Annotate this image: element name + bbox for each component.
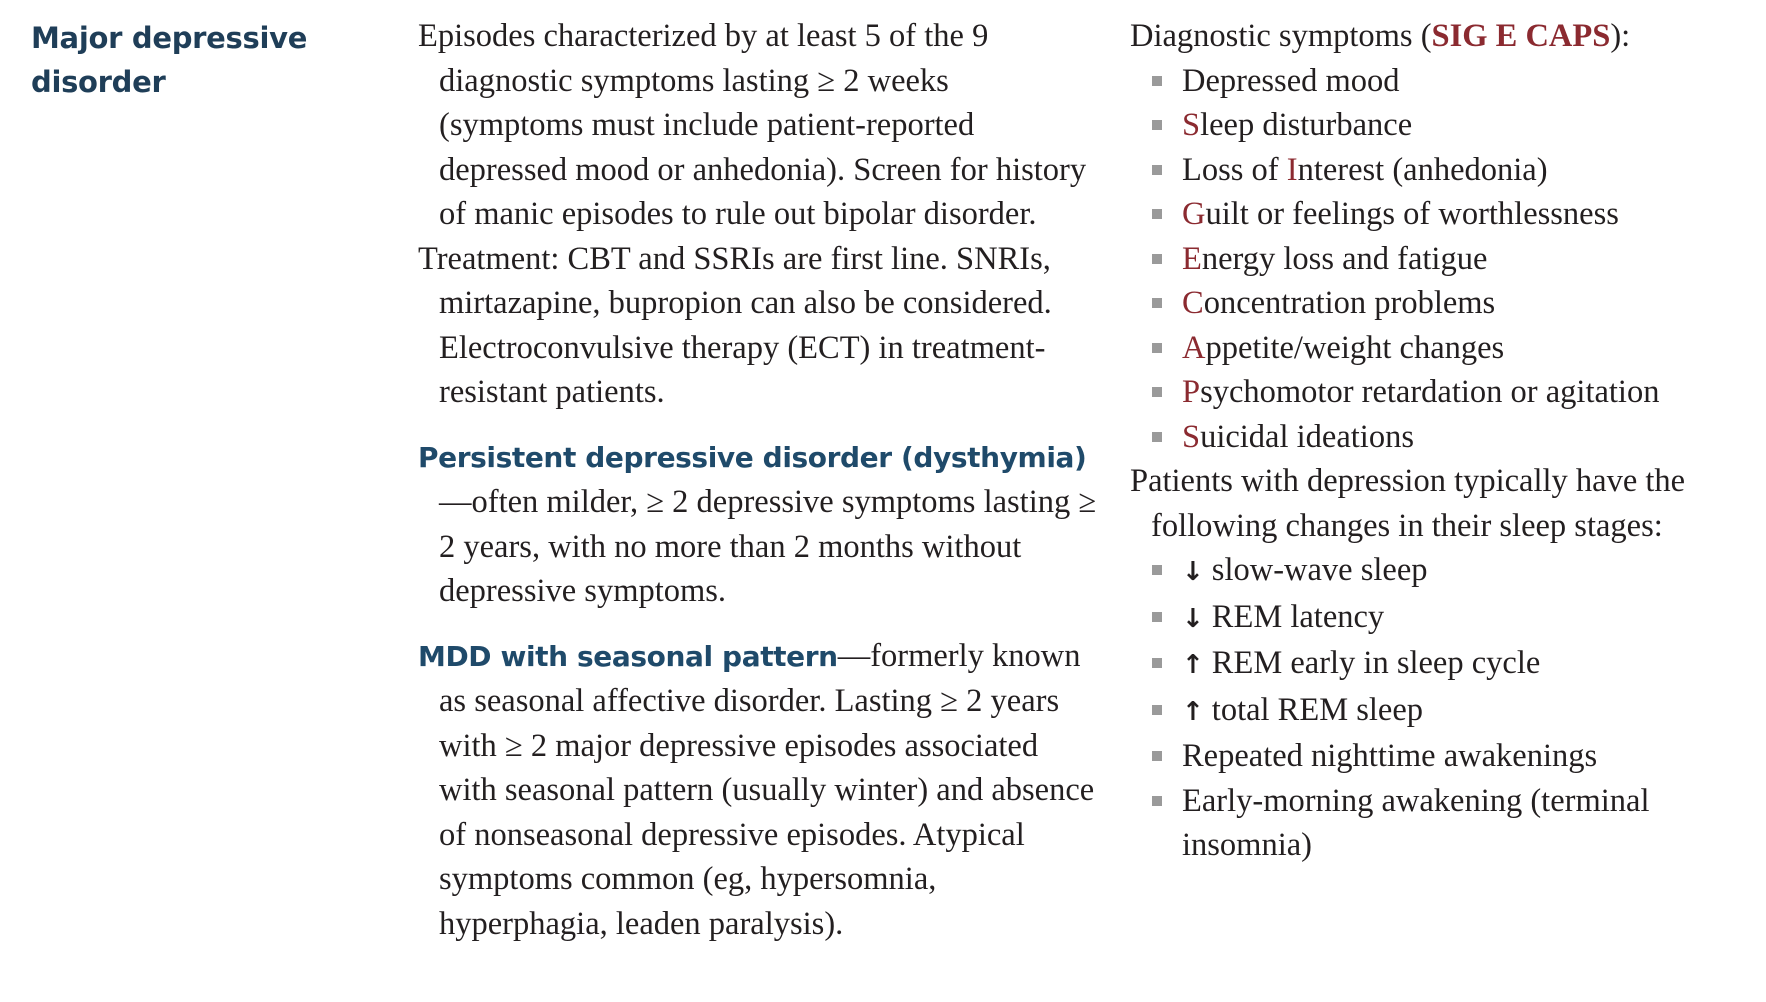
episodes-paragraph: Episodes characterized by at least 5 of … xyxy=(418,18,1087,232)
list-item: Appetite/weight changes xyxy=(1130,326,1760,371)
square-bullet-icon xyxy=(1152,342,1162,353)
square-bullet-icon xyxy=(1152,611,1162,622)
treatment-paragraph: Treatment: CBT and SSRIs are first line.… xyxy=(418,240,1052,411)
symptom-text: ppetite/weight changes xyxy=(1205,329,1505,366)
term-heading: Major depressive disorder xyxy=(31,16,331,104)
square-bullet-icon xyxy=(1152,795,1162,806)
up-arrow-icon: ↑ xyxy=(1182,650,1204,680)
mnemonic: SIG E CAPS xyxy=(1431,18,1611,54)
symptom-text: oncentration problems xyxy=(1203,285,1496,321)
sleep-change-text: REM early in sleep cycle xyxy=(1211,645,1541,681)
list-item: Guilt or feelings of worthlessness xyxy=(1130,192,1760,237)
sleep-intro-paragraph: Patients with depression typically have … xyxy=(1130,463,1686,544)
pdd-text: —often milder, ≥ 2 depressive symptoms l… xyxy=(439,484,1097,609)
mnemonic-letter: P xyxy=(1182,374,1201,410)
list-item: Energy loss and fatigue xyxy=(1130,237,1760,282)
pdd-paragraph: Persistent depressive disorder (dysthymi… xyxy=(418,435,1098,614)
mnemonic-letter: G xyxy=(1182,196,1206,232)
diagnostic-suffix: ): xyxy=(1610,18,1631,54)
mnemonic-letter: I xyxy=(1286,151,1298,188)
down-arrow-icon: ↓ xyxy=(1182,557,1204,587)
list-item: ↑ REM early in sleep cycle xyxy=(1130,641,1760,688)
symptom-list: Depressed mood Sleep disturbance Loss of… xyxy=(1130,59,1760,460)
square-bullet-icon xyxy=(1152,253,1162,264)
symptom-text: Depressed mood xyxy=(1182,62,1400,99)
square-bullet-icon xyxy=(1152,751,1162,761)
sleep-change-text: REM latency xyxy=(1211,598,1385,635)
symptom-text: uicidal ideations xyxy=(1200,418,1414,455)
sleep-change-text: Early-morning awakening (terminal insomn… xyxy=(1182,782,1650,864)
square-bullet-icon xyxy=(1152,658,1162,668)
square-bullet-icon xyxy=(1152,164,1162,175)
square-bullet-icon xyxy=(1152,75,1162,86)
symptom-text: nterest (anhedonia) xyxy=(1297,151,1548,188)
mnemonic-letter: A xyxy=(1182,329,1206,366)
term-heading-line-2: disorder xyxy=(31,65,166,99)
down-arrow-icon: ↓ xyxy=(1182,603,1204,634)
notes-column: Diagnostic symptoms (SIG E CAPS): Depres… xyxy=(1130,14,1760,868)
term-heading-line-1: Major depressive xyxy=(31,21,308,55)
sleep-change-text: total REM sleep xyxy=(1211,691,1424,728)
list-item: Repeated nighttime awakenings xyxy=(1130,734,1760,779)
list-item: Psychomotor retardation or agitation xyxy=(1130,370,1760,415)
sleep-change-text: Repeated nighttime awakenings xyxy=(1182,738,1598,774)
seasonal-heading: MDD with seasonal pattern xyxy=(418,639,838,673)
symptom-text: nergy loss and fatigue xyxy=(1201,240,1488,277)
list-item: ↓ slow-wave sleep xyxy=(1130,548,1760,595)
mnemonic-letter: E xyxy=(1182,240,1202,277)
square-bullet-icon xyxy=(1152,387,1162,397)
symptom-text: Loss of xyxy=(1182,151,1287,188)
list-item: Depressed mood xyxy=(1130,59,1760,104)
list-item: Concentration problems xyxy=(1130,281,1760,326)
square-bullet-icon xyxy=(1152,298,1162,308)
list-item: Suicidal ideations xyxy=(1130,415,1760,460)
list-item: Early-morning awakening (terminal insomn… xyxy=(1130,779,1760,868)
sleep-changes-list: ↓ slow-wave sleep ↓ REM latency ↑ REM early… xyxy=(1130,548,1760,868)
square-bullet-icon xyxy=(1152,431,1162,442)
mnemonic-letter: C xyxy=(1182,285,1204,321)
seasonal-paragraph: MDD with seasonal pattern—formerly known… xyxy=(418,634,1098,947)
square-bullet-icon xyxy=(1152,565,1162,575)
square-bullet-icon xyxy=(1152,704,1162,715)
list-item: Sleep disturbance xyxy=(1130,103,1760,148)
symptom-text: uilt or feelings of worthlessness xyxy=(1205,196,1619,232)
list-item: ↓ REM latency xyxy=(1130,595,1760,642)
square-bullet-icon xyxy=(1152,120,1162,130)
list-item: Loss of Interest (anhedonia) xyxy=(1130,148,1760,193)
seasonal-text: —formerly known as seasonal affective di… xyxy=(439,637,1095,942)
up-arrow-icon: ↑ xyxy=(1182,696,1204,727)
description-column: Episodes characterized by at least 5 of … xyxy=(418,14,1098,946)
square-bullet-icon xyxy=(1152,209,1162,219)
diagnostic-prefix: Diagnostic symptoms ( xyxy=(1130,18,1432,54)
mnemonic-letter: S xyxy=(1182,418,1201,455)
diagnostic-symptoms-heading: Diagnostic symptoms (SIG E CAPS): xyxy=(1130,14,1760,59)
sleep-change-text: slow-wave sleep xyxy=(1211,552,1428,588)
pdd-heading: Persistent depressive disorder (dysthymi… xyxy=(418,440,1087,474)
symptom-text: leep disturbance xyxy=(1200,107,1413,143)
list-item: ↑ total REM sleep xyxy=(1130,688,1760,735)
mnemonic-letter: S xyxy=(1182,107,1201,143)
symptom-text: sychomotor retardation or agitation xyxy=(1200,374,1660,410)
